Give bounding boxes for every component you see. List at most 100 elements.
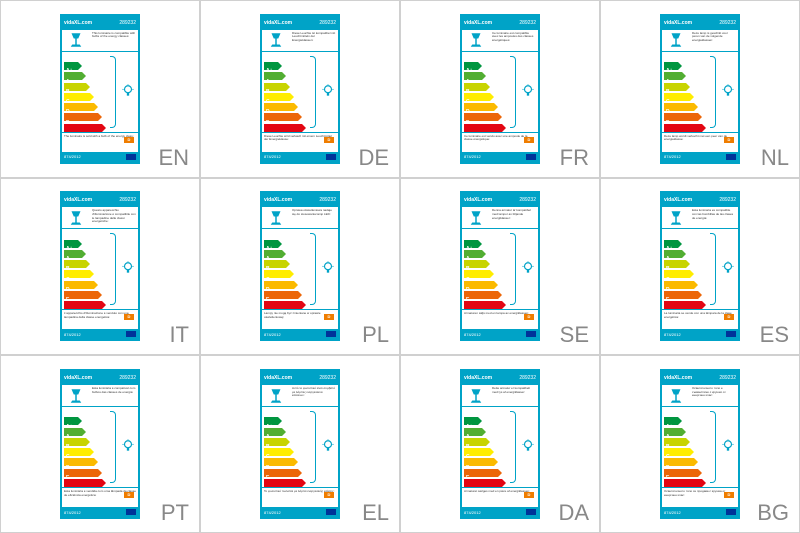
energy-bar-Ap: A+ (264, 67, 308, 75)
bottom-section: Armaturen säljs med en lampa av energikl… (462, 309, 538, 329)
energy-label: vidaXL.com289232Ce luminaire est compati… (460, 14, 540, 164)
lamp-icon (67, 31, 85, 49)
energy-bar-B: B (264, 443, 308, 451)
energy-bars: A++A+ABCDE (462, 229, 510, 309)
energy-bar-App: A++ (464, 412, 508, 420)
bottom-text: Diese Leuchte wird verkauft mit einem Le… (264, 134, 332, 142)
energy-bar-Ap: A+ (664, 423, 708, 431)
bottom-section: Diese Leuchte wird verkauft mit einem Le… (262, 132, 338, 152)
lamp-area (262, 385, 290, 406)
brand-logo: vidaXL.com (264, 20, 292, 26)
lamp-icon (667, 31, 685, 49)
energy-label: vidaXL.com289232This luminaire is compat… (60, 14, 140, 164)
lamp-icon (667, 387, 685, 405)
product-number: 289232 (719, 197, 736, 203)
label-footer: 874/2012 (62, 507, 138, 517)
energy-bar-E: E (264, 474, 308, 482)
brand-logo: vidaXL.com (664, 375, 692, 381)
label-footer: 874/2012 (662, 507, 738, 517)
cell-es: vidaXL.com289232Esta luminaria es compat… (600, 178, 800, 356)
energy-bar-E: E (64, 474, 108, 482)
cell-nl: vidaXL.com289232Deze lamp is geschikt vo… (600, 0, 800, 178)
top-section: Diese Leuchte ist kompatibel mit Leuchtm… (262, 30, 338, 52)
lamp-area (262, 207, 290, 228)
energy-label: vidaXL.com289232Questo apparecchio d'ill… (60, 191, 140, 341)
bottom-section: Deze lamp wordt verkocht met een peer va… (662, 132, 738, 152)
language-code: EL (362, 500, 389, 526)
energy-section: A++A+ABCDE (662, 52, 738, 132)
top-text: Diese Leuchte ist kompatibel mit Leuchtm… (290, 30, 338, 51)
energy-bar-Ap: A+ (264, 245, 308, 253)
energy-bar-Ap: A+ (464, 245, 508, 253)
energy-label: vidaXL.com289232Diese Leuchte ist kompat… (260, 14, 340, 164)
bracket-icon (510, 56, 516, 128)
bulb-icon (321, 439, 335, 453)
bracket-icon (510, 411, 516, 483)
language-code: PL (362, 322, 389, 348)
bracket-icon (310, 411, 316, 483)
energy-bar-B: B (64, 88, 108, 96)
energy-label: vidaXL.com289232Deze lamp is geschikt vo… (660, 14, 740, 164)
bulb-icon (321, 84, 335, 98)
brand-logo: vidaXL.com (64, 375, 92, 381)
label-header: vidaXL.com289232 (662, 16, 738, 30)
energy-bar-E: E (664, 474, 708, 482)
bottom-section: Осветителното тяло се продава с крушка о… (662, 487, 738, 507)
energy-bar-App: A++ (664, 57, 708, 65)
energy-label-grid: vidaXL.com289232This luminaire is compat… (0, 0, 800, 533)
top-section: Αυτό το φωτιστικό είναι συμβατό με λάμπε… (262, 385, 338, 407)
indicator-area (710, 52, 738, 132)
energy-section: A++A+ABCDE (462, 229, 538, 309)
product-number: 289232 (519, 20, 536, 26)
energy-bar-D: D (64, 286, 108, 294)
energy-bar-E: E (464, 296, 508, 304)
bulb-icon (521, 84, 535, 98)
energy-bar-D: D (264, 286, 308, 294)
label-header: vidaXL.com289232 (62, 193, 138, 207)
top-section: Dette armatur er kompatibelt med lys af … (462, 385, 538, 407)
top-text: Questo apparecchio d'illuminazione è com… (90, 207, 138, 228)
label-header: vidaXL.com289232 (462, 193, 538, 207)
top-text: This luminaire is compatible with bulbs … (90, 30, 138, 51)
energy-bar-A: A (64, 255, 108, 263)
energy-bar-B: B (664, 88, 708, 96)
label-footer: 874/2012 (462, 152, 538, 162)
energy-bar-C: C (664, 453, 708, 461)
eu-flag-icon (126, 509, 136, 515)
eu-flag-icon (726, 331, 736, 337)
regulation: 874/2012 (264, 154, 281, 159)
top-section: Осветителното тяло е съвместимо с крушки… (662, 385, 738, 407)
cell-de: vidaXL.com289232Diese Leuchte ist kompat… (200, 0, 400, 178)
class-badge: D (724, 137, 734, 143)
class-badge: D (124, 314, 134, 320)
bulb-icon (521, 261, 535, 275)
label-header: vidaXL.com289232 (62, 371, 138, 385)
regulation: 874/2012 (64, 510, 81, 515)
cell-fr: vidaXL.com289232Ce luminaire est compati… (400, 0, 600, 178)
energy-bar-A: A (64, 78, 108, 86)
bracket-icon (710, 56, 716, 128)
bracket-icon (110, 56, 116, 128)
regulation: 874/2012 (464, 154, 481, 159)
energy-bar-Ap: A+ (64, 245, 108, 253)
language-code: IT (169, 322, 189, 348)
product-number: 289232 (519, 197, 536, 203)
energy-bar-B: B (464, 265, 508, 273)
bracket-icon (310, 56, 316, 128)
energy-bars: A++A+ABCDE (662, 229, 710, 309)
regulation: 874/2012 (664, 510, 681, 515)
lamp-area (662, 207, 690, 228)
cell-it: vidaXL.com289232Questo apparecchio d'ill… (0, 178, 200, 356)
energy-section: A++A+ABCDE (62, 52, 138, 132)
bulb-icon (121, 261, 135, 275)
eu-flag-icon (326, 331, 336, 337)
bulb-indicator (521, 261, 535, 280)
energy-bar-App: A++ (264, 412, 308, 420)
energy-bar-A: A (664, 433, 708, 441)
cell-en: vidaXL.com289232This luminaire is compat… (0, 0, 200, 178)
lamp-area (462, 385, 490, 406)
energy-bar-C: C (664, 276, 708, 284)
energy-bar-C: C (264, 276, 308, 284)
energy-section: A++A+ABCDE (262, 407, 338, 487)
lamp-icon (267, 209, 285, 227)
